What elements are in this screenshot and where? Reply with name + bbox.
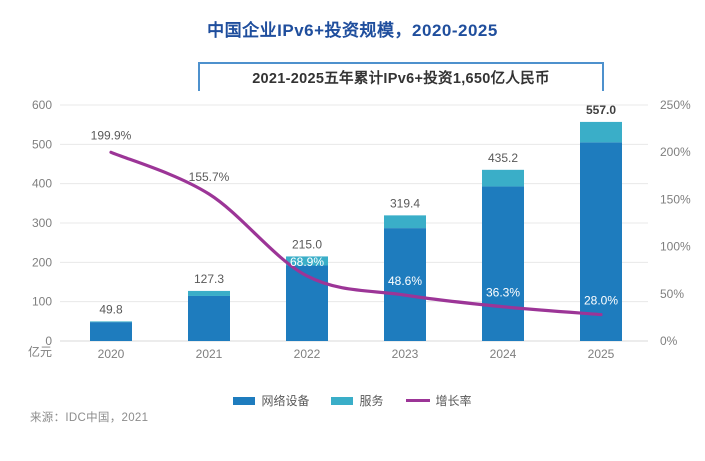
- bar-network-2021: [188, 295, 230, 341]
- growth-rate-label: 68.9%: [290, 255, 324, 269]
- growth-rate-line: [109, 150, 603, 317]
- x-axis-tick-label: 2023: [392, 347, 419, 361]
- legend-item-growth-rate: 增长率: [405, 392, 472, 409]
- x-axis-tick-label: 2025: [588, 347, 615, 361]
- bar-total-label: 435.2: [488, 151, 518, 165]
- legend-label-services: 服务: [359, 394, 384, 408]
- y-axis-left-tick-label: 200: [32, 255, 52, 269]
- y-axis-left-tick-label: 300: [32, 216, 52, 230]
- legend-item-services: 服务: [331, 392, 384, 409]
- legend-item-network-equipment: 网络设备: [233, 392, 309, 409]
- bar-network-2022: [286, 265, 328, 341]
- bar-total-label: 319.4: [390, 196, 420, 210]
- bar-services-2024: [482, 169, 524, 187]
- bar-total-label: 557.0: [586, 103, 616, 117]
- network-equipment-swatch-icon: [233, 396, 256, 405]
- y-axis-right-tick-label: 100%: [660, 240, 691, 254]
- x-axis-tick-label: 2022: [294, 347, 321, 361]
- y-axis-right-tick-label: 50%: [660, 287, 684, 301]
- services-swatch-icon: [331, 396, 354, 405]
- bar-network-2024: [482, 186, 524, 341]
- bar-services-2021: [188, 290, 230, 296]
- chart-legend: 网络设备 服务 增长率: [0, 392, 705, 409]
- y-axis-left-tick-label: 500: [32, 137, 52, 151]
- source-note: 来源：IDC中国，2021: [30, 412, 149, 424]
- bar-total-label: 127.3: [194, 272, 224, 286]
- growth-rate-label: 48.6%: [388, 274, 422, 288]
- y-axis-right-tick-label: 150%: [660, 192, 691, 206]
- bar-network-2025: [580, 142, 622, 341]
- y-axis-left-tick-label: 600: [32, 98, 52, 112]
- y-axis-left-tick-label: 100: [32, 295, 52, 309]
- growth-rate-label: 155.7%: [189, 170, 230, 184]
- legend-label-growth-rate: 增长率: [435, 394, 472, 408]
- annotation-bracket: 2021-2025五年累计IPv6+投资1,650亿人民币: [198, 62, 604, 91]
- bar-services-2022: [286, 256, 328, 266]
- y-axis-right-tick-label: 0%: [660, 334, 678, 348]
- legend-label-network-equipment: 网络设备: [261, 394, 310, 408]
- growth-rate-label: 28.0%: [584, 294, 618, 308]
- growth-rate-label: 36.3%: [486, 286, 520, 300]
- chart-title: 中国企业IPv6+投资规模，2020-2025: [207, 21, 498, 40]
- bar-services-2025: [580, 121, 622, 143]
- x-axis-tick-label: 2021: [196, 347, 223, 361]
- annotation-text: 2021-2025五年累计IPv6+投资1,650亿人民币: [252, 71, 550, 87]
- growth-rate-label: 199.9%: [91, 128, 132, 142]
- y-axis-unit-label: 亿元: [28, 344, 52, 359]
- bar-services-2023: [384, 215, 426, 229]
- y-axis-left-tick-label: 400: [32, 177, 52, 191]
- bar-services-2020: [90, 321, 132, 323]
- x-axis-tick-label: 2024: [490, 347, 517, 361]
- growth-rate-line-swatch-icon: [405, 399, 430, 402]
- bar-network-2020: [90, 322, 132, 341]
- y-axis-right-tick-label: 200%: [660, 145, 691, 159]
- x-axis-tick-label: 2020: [98, 347, 125, 361]
- y-axis-left-tick-label: 0: [45, 334, 52, 348]
- bar-network-2023: [384, 228, 426, 341]
- bar-total-label: 49.8: [99, 302, 123, 316]
- y-axis-right-tick-label: 250%: [660, 98, 691, 112]
- bar-total-label: 215.0: [292, 237, 322, 251]
